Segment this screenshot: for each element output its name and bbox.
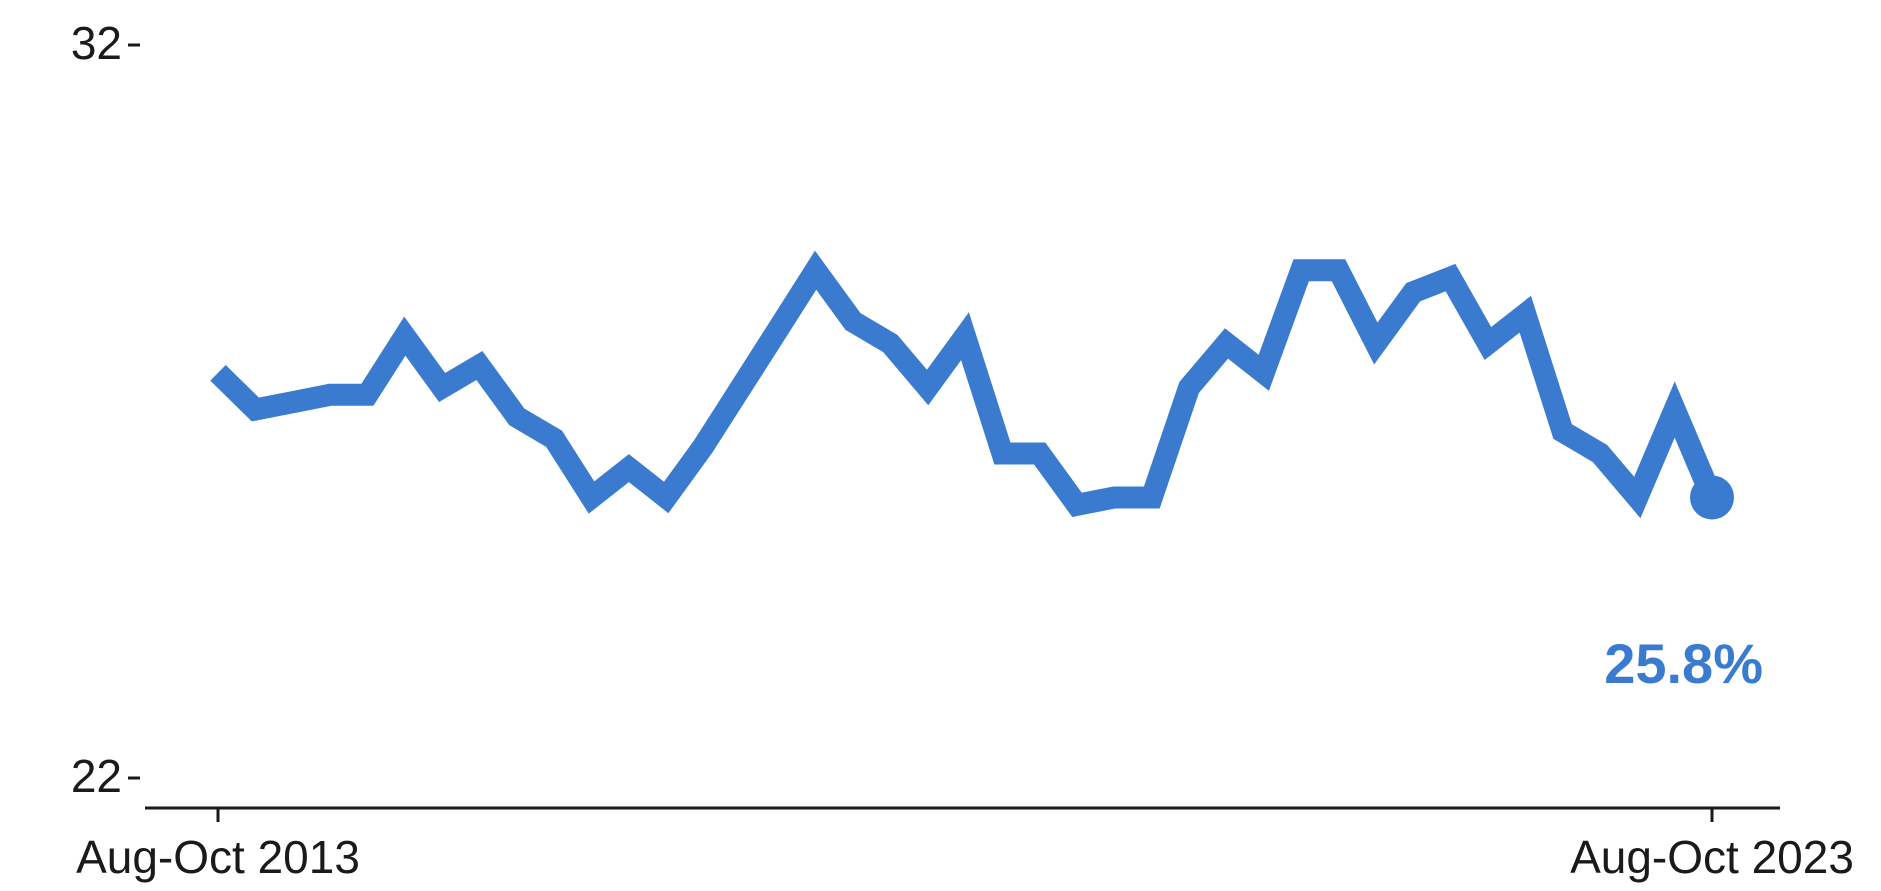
end-value-label: 25.8% [1604,632,1763,695]
series-line [210,250,1723,519]
y-tick-label: 32 [71,17,122,69]
series-group [210,250,1734,520]
y-tick-label: 22 [71,750,122,802]
x-tick-label: Aug-Oct 2023 [1570,831,1854,883]
y-axis: 32 22 [71,17,140,802]
x-tick-label: Aug-Oct 2013 [76,831,360,883]
end-point-marker [1690,475,1734,520]
x-axis: Aug-Oct 2013 Aug-Oct 2023 [76,808,1854,883]
